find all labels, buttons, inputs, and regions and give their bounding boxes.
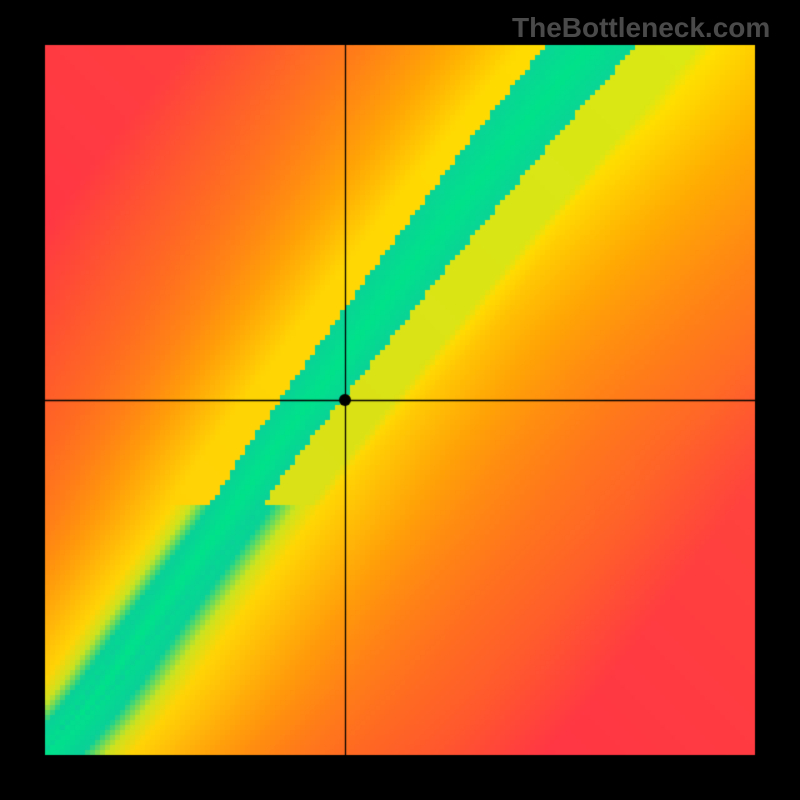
watermark-text: TheBottleneck.com <box>512 12 770 44</box>
bottleneck-heatmap <box>0 0 800 800</box>
chart-root: TheBottleneck.com <box>0 0 800 800</box>
